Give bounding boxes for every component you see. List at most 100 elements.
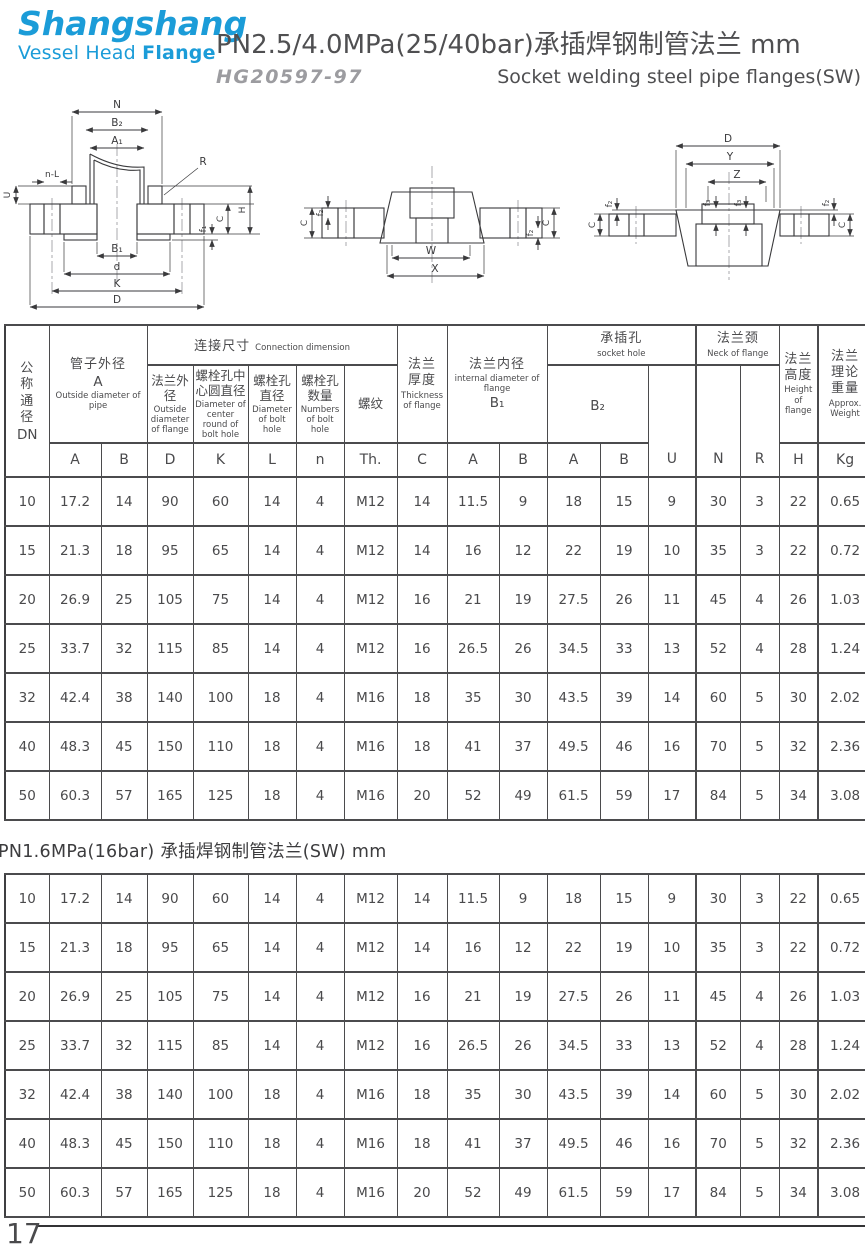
table-cell: 140: [146, 1069, 194, 1120]
table-cell: 4: [295, 623, 345, 674]
table-cell: 13: [647, 623, 697, 674]
col-header-height: 法兰高度 Height of flange: [778, 324, 819, 444]
table-cell: 16: [396, 623, 448, 674]
col-letter-c: C: [396, 442, 448, 478]
table-cell: 90: [146, 873, 194, 924]
col-header-bolt-dia: 螺栓孔直径 Diameter of bolt hole: [247, 364, 297, 444]
brand-name: Shangshang: [18, 4, 248, 43]
table-cell: 59: [599, 770, 649, 821]
weight-en: Approx. Weight: [828, 398, 862, 419]
brand-subtitle: Vessel Head Flange: [18, 42, 216, 64]
table-row: 20 26.9 25 105 75 14 4 M12 16 21 19 27.5 26 11 45 4 26 1.…: [4, 574, 865, 625]
table-cell: 5: [739, 770, 780, 821]
col-letter-n-neck: N: [695, 364, 741, 478]
table-row: 25 33.7 32 115 85 14 4 M12 16 26.5 26 34.5 33 13 52 4 28…: [4, 1020, 865, 1071]
table-cell: 33.7: [48, 1020, 102, 1071]
table-cell: 26: [498, 1020, 548, 1071]
dim-label-c-right: C: [542, 220, 552, 226]
table-cell: 26.5: [446, 1020, 500, 1071]
table-cell: 10: [647, 922, 697, 973]
table-cell: 105: [146, 574, 194, 625]
table-cell: 38: [100, 672, 148, 723]
table-cell: 61.5: [546, 770, 601, 821]
table-cell: M12: [343, 922, 398, 973]
table-cell: 84: [695, 770, 741, 821]
dn-label-zh: 公称通径: [20, 361, 35, 425]
table-cell: 18: [396, 721, 448, 772]
table-cell: 4: [295, 971, 345, 1022]
table-cell: 14: [247, 623, 297, 674]
table-cell: 49.5: [546, 1118, 601, 1169]
table-cell: 60: [192, 873, 249, 924]
table-cell: 60.3: [48, 770, 102, 821]
dim-label-n: N: [113, 99, 121, 111]
table-cell: 22: [778, 873, 819, 924]
spec-table-pn16: 10 17.2 14 90 60 14 4 M12 14 11.5 9 18 15 9 30 3 22 0.65 1…: [4, 873, 865, 1218]
table-cell: 1.24: [817, 1020, 865, 1071]
table-cell: 19: [498, 574, 548, 625]
col-header-flange-od: 法兰外径 Outside diameter of flange: [146, 364, 194, 444]
table-cell: M12: [343, 1020, 398, 1071]
dim-label-f2-left: f₂: [605, 200, 615, 207]
table-cell: 26: [778, 574, 819, 625]
table-cell: 150: [146, 1118, 194, 1169]
table-cell: 22: [778, 476, 819, 527]
table-cell: 49: [498, 770, 548, 821]
bolt-dia-en: Diameter of bolt hole: [252, 404, 292, 436]
footer-rule: [38, 1225, 865, 1227]
table-cell: 20: [4, 574, 50, 625]
table-cell: 17.2: [48, 873, 102, 924]
table-cell: 95: [146, 922, 194, 973]
table-cell: 45: [695, 574, 741, 625]
table-cell: 21.3: [48, 922, 102, 973]
table-cell: 14: [100, 873, 148, 924]
table-cell: 12: [498, 922, 548, 973]
table-cell: 40: [4, 721, 50, 772]
table-cell: 14: [247, 525, 297, 576]
bolt-num-zh: 螺栓孔数量: [301, 372, 339, 404]
table-cell: M12: [343, 525, 398, 576]
table-cell: 32: [4, 672, 50, 723]
table-cell: 50: [4, 1167, 50, 1218]
dim-label-y: Y: [726, 151, 734, 163]
bore-zh: 法兰内径: [469, 356, 526, 372]
dim-label-d: D: [724, 133, 732, 145]
table-cell: 57: [100, 1167, 148, 1218]
col-letter-a-socket: A: [546, 442, 601, 478]
table-cell: 37: [498, 721, 548, 772]
table-cell: 4: [295, 525, 345, 576]
table-cell: 30: [695, 476, 741, 527]
col-header-bore: 法兰内径 internal diameter of flange B₁: [446, 324, 548, 444]
table-cell: M12: [343, 873, 398, 924]
table-cell: 30: [778, 672, 819, 723]
table-cell: 35: [695, 922, 741, 973]
table-cell: 16: [446, 525, 500, 576]
page-footer: 17: [0, 1217, 865, 1251]
table-cell: 14: [396, 873, 448, 924]
dim-label-f2-right: f₂: [822, 199, 832, 206]
dim-label-a1: A₁: [111, 135, 122, 147]
table-cell: 32: [100, 1020, 148, 1071]
table-cell: 34: [778, 770, 819, 821]
b2-code: B₂: [590, 397, 605, 414]
table-cell: 75: [192, 574, 249, 625]
col-letter-kg: Kg: [817, 442, 865, 478]
col-letter-k: K: [192, 442, 249, 478]
table-cell: 100: [192, 672, 249, 723]
table-cell: 33: [599, 623, 649, 674]
table-cell: 26.9: [48, 574, 102, 625]
table-cell: 110: [192, 1118, 249, 1169]
col-letter-d: D: [146, 442, 194, 478]
table-cell: 25: [4, 623, 50, 674]
dim-label-k: K: [114, 278, 122, 290]
table-cell: 4: [295, 574, 345, 625]
table-cell: 34: [778, 1167, 819, 1218]
bolt-dia-zh: 螺栓孔直径: [253, 372, 291, 404]
bolt-circle-zh: 螺栓孔中心圆直径: [195, 367, 246, 399]
dimension-labels: N B₂ A₁ n-L U R C H f₁ B₁ d K D: [3, 99, 248, 306]
table-cell: 95: [146, 525, 194, 576]
table-row: 32 42.4 38 140 100 18 4 M16 18 35 30 43.5 39 14 60 5 30 2…: [4, 1069, 865, 1120]
table-cell: 14: [247, 574, 297, 625]
col-header-bolt-num: 螺栓孔数量 Numbers of bolt hole: [295, 364, 345, 444]
table-cell: 14: [247, 476, 297, 527]
